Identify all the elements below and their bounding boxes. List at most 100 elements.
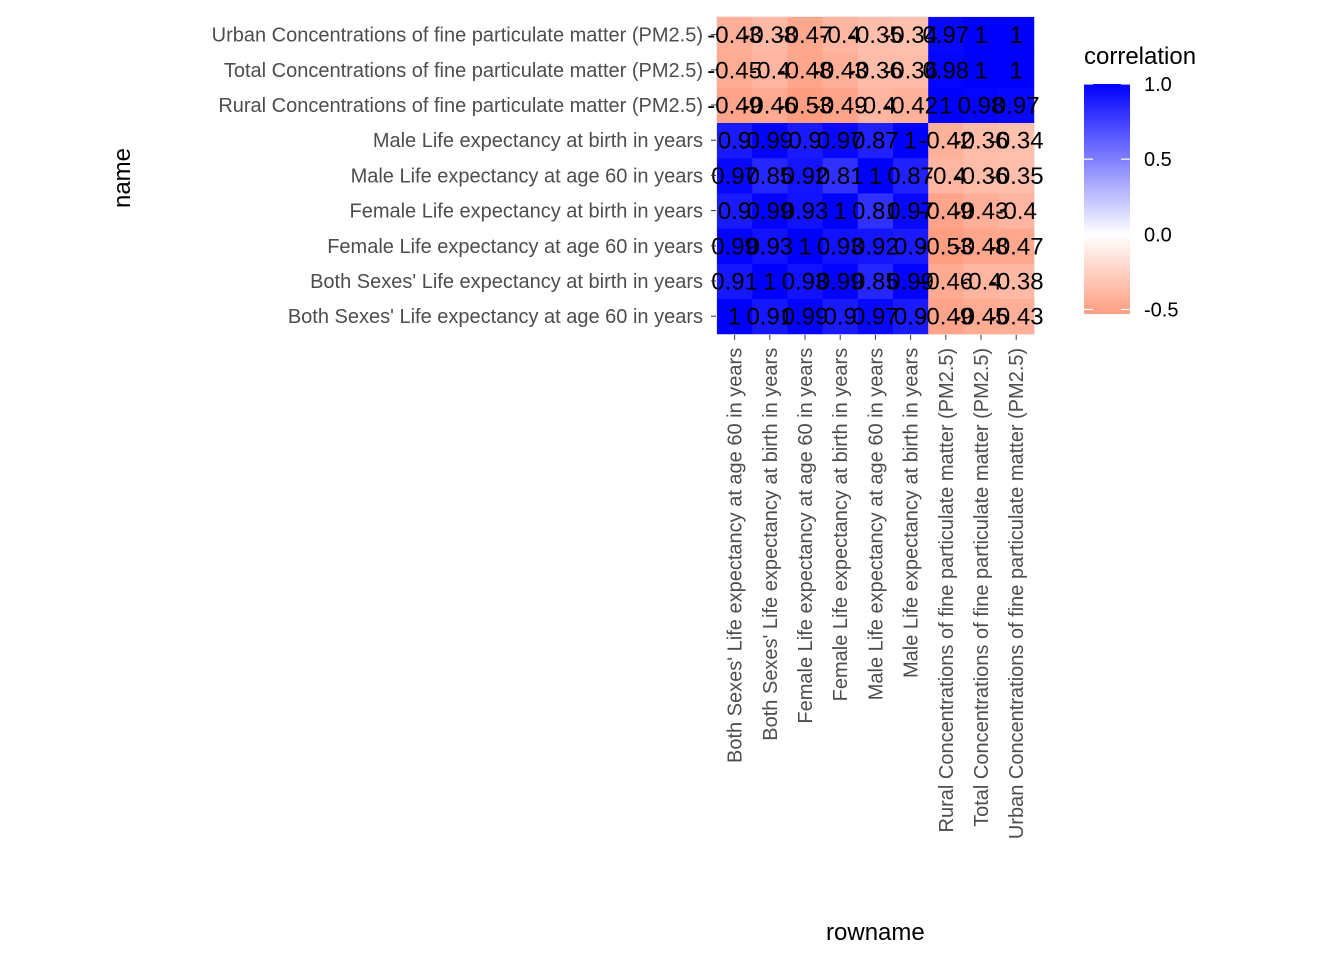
heatmap-cell xyxy=(928,228,964,264)
cell-value-label: 1 xyxy=(974,57,987,84)
heatmap-cell xyxy=(928,87,964,123)
heatmap-cell xyxy=(998,298,1035,335)
y-tick-label: Female Life expectancy at age 60 in year… xyxy=(327,236,703,258)
cell-value-label: -0.46 xyxy=(918,269,973,296)
cell-value-label: -0.53 xyxy=(918,233,973,260)
heatmap-cell xyxy=(752,52,788,88)
heatmap-cell xyxy=(717,122,753,159)
cell-value-label: -0.36 xyxy=(954,128,1009,155)
cell-value-label: -0.4 xyxy=(855,93,896,120)
heatmap-cell xyxy=(928,122,964,159)
legend-tick-label: 1.0 xyxy=(1144,74,1172,96)
heatmap-cell xyxy=(717,263,753,299)
legend-tick-label: -0.5 xyxy=(1144,299,1178,321)
x-axis-title: rowname xyxy=(826,919,925,946)
y-tick-label: Rural Concentrations of fine particulate… xyxy=(218,95,703,117)
x-tick-label: Male Life expectancy at birth in years xyxy=(901,348,923,678)
cell-value-label: -0.42 xyxy=(883,93,938,120)
heatmap-cell xyxy=(893,193,929,229)
cell-value-label: -0.43 xyxy=(707,22,762,49)
cell-value-label: -0.43 xyxy=(954,198,1009,225)
cell-value-label: 0.91 xyxy=(746,304,793,331)
cell-value-label: 0.9 xyxy=(788,128,821,155)
heatmap-cell xyxy=(928,52,964,88)
heatmap-cell xyxy=(822,263,859,299)
x-axis: Both Sexes' Life expectancy at age 60 in… xyxy=(725,334,1028,839)
y-tick-label: Male Life expectancy at birth in years xyxy=(373,130,703,152)
x-tick-label: Total Concentrations of fine particulate… xyxy=(971,348,993,827)
cell-value-label: 0.99 xyxy=(817,269,864,296)
heatmap-cell xyxy=(752,122,788,159)
heatmap-cell xyxy=(717,157,753,194)
heatmap-cell xyxy=(717,17,753,53)
cell-value-label: 0.99 xyxy=(711,233,758,260)
cell-value-label: 1 xyxy=(869,163,882,190)
heatmap-cell-labels: 1 0.910.990.90.970.9-0.49-0.45-0.430.91 1 0… xyxy=(707,22,1043,331)
heatmap-cell xyxy=(787,298,823,335)
heatmap-cell xyxy=(717,87,753,123)
heatmap-cell xyxy=(752,193,788,229)
heatmap-cell xyxy=(787,17,823,53)
heatmap-cells xyxy=(717,17,1035,335)
cell-value-label: 0.99 xyxy=(746,198,793,225)
cell-value-label: -0.48 xyxy=(778,57,833,84)
heatmap-cell xyxy=(998,228,1035,264)
y-tick-label: Total Concentrations of fine particulate… xyxy=(224,60,703,82)
cell-value-label: -0.43 xyxy=(813,57,868,84)
heatmap-cell xyxy=(857,157,894,194)
heatmap-cell xyxy=(928,263,964,299)
cell-value-label: -0.4 xyxy=(925,163,966,190)
heatmap-cell xyxy=(717,228,753,264)
y-tick-label: Urban Concentrations of fine particulate… xyxy=(212,25,703,47)
cell-value-label: 0.99 xyxy=(782,304,829,331)
heatmap-cell xyxy=(857,228,894,264)
cell-value-label: -0.38 xyxy=(989,269,1044,296)
heatmap-cell xyxy=(822,122,859,159)
heatmap-cell xyxy=(893,87,929,123)
heatmap-cell xyxy=(857,193,894,229)
heatmap-cell xyxy=(928,17,964,53)
cell-value-label: 0.81 xyxy=(817,163,864,190)
cell-value-label: 1 xyxy=(974,22,987,49)
legend-colorbar xyxy=(1084,84,1130,314)
cell-value-label: -0.43 xyxy=(989,304,1044,331)
heatmap-cell xyxy=(787,157,823,194)
heatmap-cell xyxy=(893,298,929,335)
heatmap-cell xyxy=(822,157,859,194)
cell-value-label: -0.47 xyxy=(989,233,1044,260)
cell-value-label: -0.49 xyxy=(918,198,973,225)
heatmap-cell xyxy=(963,122,999,159)
heatmap-cell xyxy=(857,122,894,159)
color-legend: correlation 1.0 0.5 0.0 -0.5 xyxy=(1084,43,1196,321)
heatmap-cell xyxy=(893,157,929,194)
y-tick-label: Male Life expectancy at age 60 in years xyxy=(351,165,703,187)
heatmap-cell xyxy=(857,52,894,88)
cell-value-label: -0.34 xyxy=(883,22,938,49)
cell-value-label: -0.36 xyxy=(883,57,938,84)
cell-value-label: 1 xyxy=(1010,22,1023,49)
cell-value-label: -0.48 xyxy=(954,233,1009,260)
cell-value-label: -0.35 xyxy=(848,22,903,49)
cell-value-label: -0.38 xyxy=(742,22,797,49)
heatmap-cell xyxy=(928,298,964,335)
x-tick-label: Both Sexes' Life expectancy at age 60 in… xyxy=(725,348,747,763)
cell-value-label: 0.97 xyxy=(993,93,1040,120)
cell-value-label: 1 xyxy=(763,269,776,296)
cell-value-label: 0.93 xyxy=(746,233,793,260)
cell-value-label: 0.92 xyxy=(852,233,899,260)
cell-value-label: 1 xyxy=(939,93,952,120)
heatmap-cell xyxy=(963,52,999,88)
cell-value-label: -0.45 xyxy=(707,57,762,84)
cell-value-label: 0.98 xyxy=(958,93,1005,120)
heatmap-cell xyxy=(752,17,788,53)
x-tick-label: Both Sexes' Life expectancy at birth in … xyxy=(760,348,782,741)
cell-value-label: -0.53 xyxy=(778,93,833,120)
heatmap-cell xyxy=(822,193,859,229)
cell-value-label: 1 xyxy=(728,304,741,331)
heatmap-cell xyxy=(752,298,788,335)
heatmap-cell xyxy=(998,263,1035,299)
heatmap-cell xyxy=(998,87,1035,123)
heatmap-cell xyxy=(893,228,929,264)
heatmap-cell xyxy=(752,87,788,123)
heatmap-cell xyxy=(822,87,859,123)
